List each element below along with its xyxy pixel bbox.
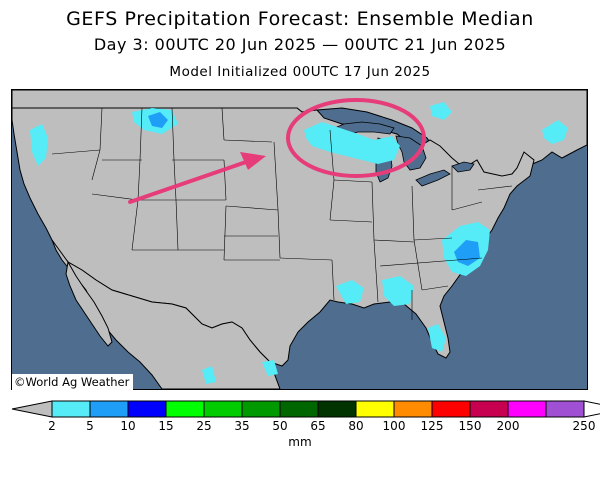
state-border	[91, 193, 139, 201]
scale-label-80: 80	[348, 419, 364, 433]
state-border	[411, 185, 415, 241]
color-scale-boxes	[11, 400, 600, 418]
scale-box-5	[89, 400, 129, 418]
state-border	[413, 239, 423, 291]
map-canvas	[12, 90, 587, 389]
scale-under-arrow	[11, 400, 53, 418]
valid-period: Day 3: 00UTC 20 Jun 2025 — 00UTC 21 Jun …	[93, 35, 507, 54]
state-border	[173, 159, 177, 201]
scale-label-10: 10	[120, 419, 136, 433]
state-border	[413, 237, 453, 241]
scale-box-200	[507, 400, 547, 418]
scale-unit: mm	[288, 435, 312, 449]
scale-label-25: 25	[196, 419, 212, 433]
scale-box-250	[545, 400, 585, 418]
state-border	[329, 129, 335, 181]
precip-area-2-5mm	[428, 324, 446, 352]
state-border	[131, 199, 139, 251]
scale-label-200: 200	[496, 419, 520, 433]
state-border	[279, 257, 333, 261]
state-border	[223, 205, 227, 261]
color-scale-labels: 2 5 10 15 25 35 50 65 80 100 125 150 200 250	[0, 419, 600, 435]
state-border	[329, 179, 335, 221]
scale-box-35	[241, 400, 281, 418]
state-border	[171, 107, 175, 161]
precip-area-2-5mm	[336, 280, 364, 304]
state-border	[371, 181, 375, 241]
map-title: GEFS Precipitation Forecast: Ensemble Me…	[66, 8, 534, 30]
state-border	[421, 285, 449, 291]
state-border	[139, 107, 143, 161]
scale-box-65	[317, 400, 357, 418]
precipitation-map	[11, 89, 588, 390]
state-border	[277, 209, 281, 259]
scale-box-100	[393, 400, 433, 418]
scale-label-50: 50	[272, 419, 288, 433]
scale-box-50	[279, 400, 319, 418]
state-border	[51, 149, 101, 155]
scale-box-2	[51, 400, 91, 418]
state-border	[333, 179, 373, 183]
precip-area-2-5mm	[382, 276, 414, 306]
precip-area-2-5mm	[262, 360, 278, 376]
state-border	[273, 141, 279, 211]
annotation-arrow	[128, 160, 248, 204]
scale-label-35: 35	[234, 419, 250, 433]
state-border	[221, 107, 225, 141]
precip-area-2-5mm	[304, 122, 400, 164]
precip-area-2-5mm	[542, 120, 568, 144]
scale-label-2: 2	[48, 419, 56, 433]
scale-label-150: 150	[458, 419, 482, 433]
state-border	[331, 259, 335, 301]
precip-area-2-5mm	[430, 102, 452, 120]
state-border	[223, 139, 273, 143]
state-border	[329, 219, 373, 223]
baja-peninsula	[65, 260, 113, 347]
state-border	[373, 239, 415, 243]
map-credit: ©World Ag Weather	[12, 374, 134, 390]
state-border	[379, 257, 483, 267]
precip-area-5-10mm	[148, 112, 168, 128]
lake-huron	[395, 135, 427, 171]
state-border	[373, 239, 379, 303]
state-border	[223, 159, 227, 201]
scale-label-15: 15	[158, 419, 174, 433]
state-border	[137, 159, 141, 201]
state-border	[175, 199, 179, 251]
state-borders	[51, 107, 513, 320]
scale-label-250: 250	[572, 419, 596, 433]
scale-label-125: 125	[420, 419, 444, 433]
lake-ontario	[451, 161, 475, 173]
scale-over-arrow	[583, 400, 600, 418]
scale-box-25	[203, 400, 243, 418]
lake-erie	[415, 169, 451, 187]
model-initialized: Model Initialized 00UTC 17 Jun 2025	[169, 64, 431, 80]
scale-box-150	[469, 400, 509, 418]
annotation-circle	[286, 98, 426, 178]
scale-box-80	[355, 400, 395, 418]
annotations	[128, 98, 426, 204]
state-border	[451, 201, 483, 211]
color-scale	[11, 400, 600, 418]
scale-label-100: 100	[382, 419, 406, 433]
scale-label-5: 5	[86, 419, 94, 433]
precip-area-2-5mm	[202, 366, 216, 384]
annotation-arrow-head	[240, 152, 266, 170]
state-border	[225, 205, 279, 211]
precipitation-shading	[30, 102, 568, 384]
state-border	[477, 185, 513, 191]
scale-box-125	[431, 400, 471, 418]
precip-area-2-5mm	[30, 124, 48, 166]
scale-box-10	[127, 400, 167, 418]
scale-box-15	[165, 400, 205, 418]
scale-label-65: 65	[310, 419, 326, 433]
